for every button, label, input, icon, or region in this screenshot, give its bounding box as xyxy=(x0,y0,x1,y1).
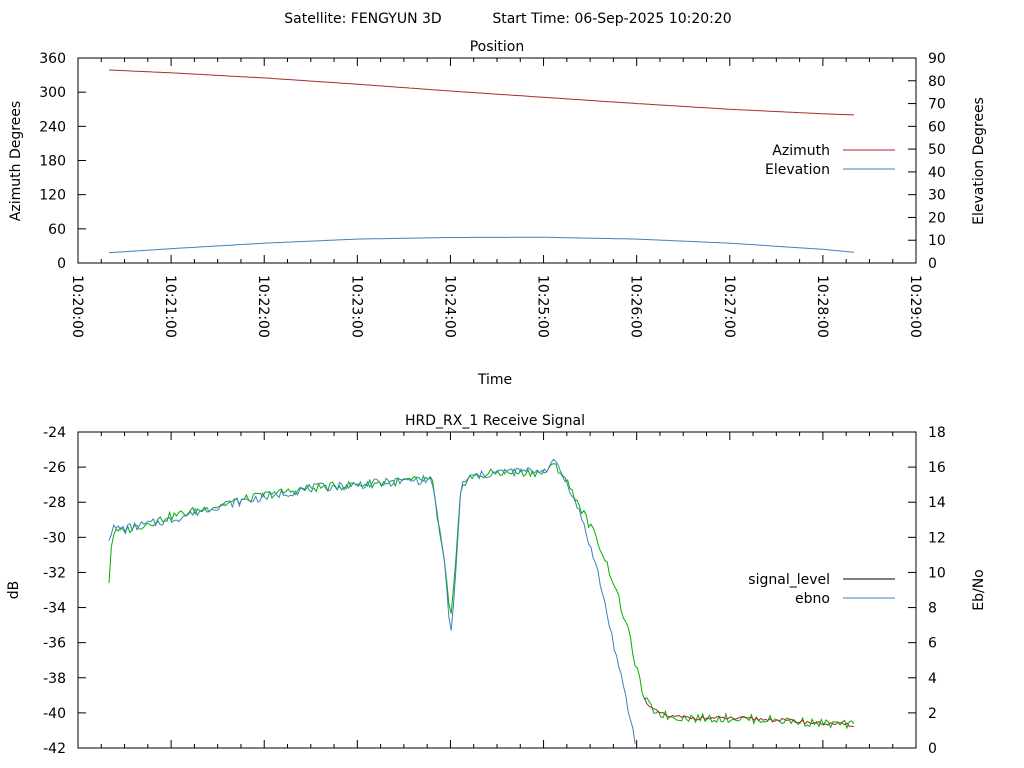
elevation-line xyxy=(108,236,854,254)
x-tick-label: 10:27:00 xyxy=(721,275,737,338)
left-tick-label: 120 xyxy=(39,188,66,204)
left-tick-label: -36 xyxy=(43,636,66,652)
right-tick-label: 40 xyxy=(928,165,946,181)
x-tick-label: 10:24:00 xyxy=(441,275,457,338)
right-tick-label: 16 xyxy=(928,460,946,476)
left-tick-label: 0 xyxy=(57,256,66,272)
right-tick-label: 0 xyxy=(928,256,937,272)
time-axis-label: Time xyxy=(477,372,512,388)
left-tick-label: -40 xyxy=(43,706,66,722)
position-plot-frame xyxy=(77,57,917,264)
azimuth-line xyxy=(108,69,854,116)
right-tick-label: 10 xyxy=(928,233,946,249)
left-tick-label: 300 xyxy=(39,85,66,101)
left-tick-label: 180 xyxy=(39,154,66,170)
x-tick-label: 10:21:00 xyxy=(162,275,178,338)
left-tick-label: -38 xyxy=(43,671,66,687)
x-tick-label: 10:23:00 xyxy=(348,275,364,338)
x-tick-label: 10:26:00 xyxy=(628,275,644,338)
legend-elevation-label: Elevation xyxy=(765,162,830,178)
left-tick-label: 240 xyxy=(39,119,66,135)
signal-series xyxy=(108,458,855,744)
db-axis-label: dB xyxy=(6,581,22,600)
x-tick-label: 10:20:00 xyxy=(69,275,85,338)
azimuth-axis-label: Azimuth Degrees xyxy=(8,101,24,221)
position-legend: Azimuth Elevation xyxy=(765,143,895,178)
left-tick-label: -30 xyxy=(43,530,66,546)
legend-ebno-label: ebno xyxy=(795,591,830,607)
right-tick-label: 90 xyxy=(928,51,946,67)
right-tick-label: 30 xyxy=(928,188,946,204)
legend-signal-level-label: signal_level xyxy=(748,572,830,588)
right-tick-label: 4 xyxy=(928,671,937,687)
signal-plot-frame xyxy=(77,431,917,749)
left-tick-label: -28 xyxy=(43,495,66,511)
right-tick-label: 50 xyxy=(928,142,946,158)
left-tick-label: 60 xyxy=(48,222,66,238)
elevation-axis-label: Elevation Degrees xyxy=(971,97,987,225)
x-tick-label: 10:22:00 xyxy=(255,275,271,338)
x-tick-label: 10:29:00 xyxy=(907,275,923,338)
signal-ticks: -42 -40 -38 -36 -34 -32 -30 -28 -26 -24 0 2 4 6 8 10 12 1… xyxy=(43,425,946,757)
right-tick-label: 12 xyxy=(928,530,946,546)
right-tick-label: 60 xyxy=(928,119,946,135)
legend-azimuth-label: Azimuth xyxy=(772,143,830,159)
position-ticks: 0 60 120 180 240 300 360 0 10 20 30 40 50 60 70 80 90 10:… xyxy=(39,51,946,338)
position-chart-title: Position xyxy=(470,39,525,55)
right-tick-label: 20 xyxy=(928,210,946,226)
right-tick-label: 10 xyxy=(928,565,946,581)
right-tick-label: 14 xyxy=(928,495,946,511)
left-tick-label: -26 xyxy=(43,460,66,476)
right-tick-label: 18 xyxy=(928,425,946,441)
x-tick-label: 10:25:00 xyxy=(535,275,551,338)
right-tick-label: 80 xyxy=(928,74,946,90)
left-tick-label: -42 xyxy=(43,741,66,757)
left-tick-label: -24 xyxy=(43,425,66,441)
left-tick-label: 360 xyxy=(39,51,66,67)
ebno-axis-label: Eb/No xyxy=(971,569,987,611)
signal-level-tail-line xyxy=(643,697,854,728)
header-satellite: Satellite: FENGYUN 3D xyxy=(284,11,441,27)
ebno-line xyxy=(108,458,636,744)
left-tick-label: -32 xyxy=(43,565,66,581)
signal-level-line xyxy=(108,463,855,730)
right-tick-label: 6 xyxy=(928,636,937,652)
position-series xyxy=(108,69,854,254)
right-tick-label: 2 xyxy=(928,706,937,722)
right-tick-label: 0 xyxy=(928,741,937,757)
right-tick-label: 70 xyxy=(928,97,946,113)
x-tick-label: 10:28:00 xyxy=(814,275,830,338)
left-tick-label: -34 xyxy=(43,601,66,617)
header-start-time: Start Time: 06-Sep-2025 10:20:20 xyxy=(492,11,731,27)
signal-chart-title: HRD_RX_1 Receive Signal xyxy=(405,413,585,429)
right-tick-label: 8 xyxy=(928,601,937,617)
